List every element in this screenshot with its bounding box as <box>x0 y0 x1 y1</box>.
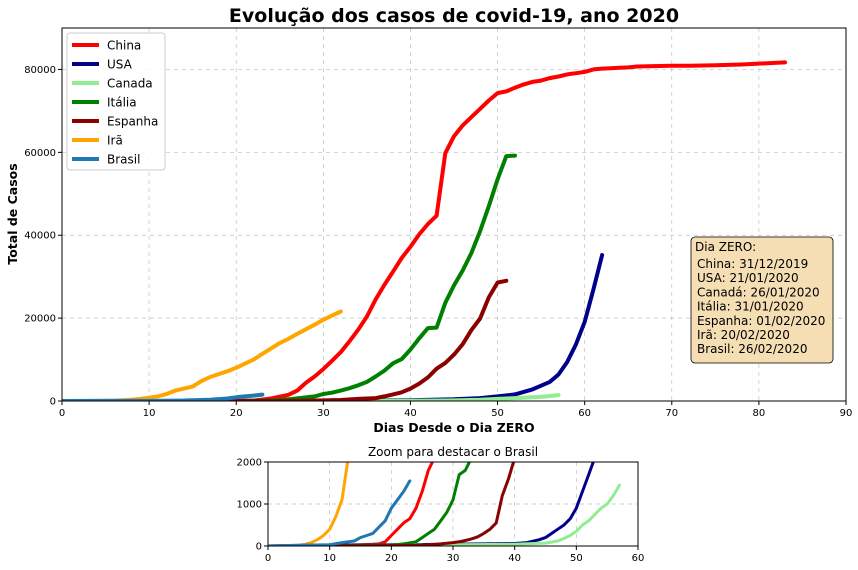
main-chart-x-ticks: 0 10 20 30 40 50 60 70 80 90 <box>59 401 853 419</box>
legend-box <box>66 32 166 171</box>
x-tick-label: 30 <box>317 408 330 419</box>
legend-label-italia: Itália <box>107 96 137 110</box>
series-line-espanha <box>268 462 516 546</box>
legend-label-brasil: Brasil <box>107 153 140 167</box>
x-tick-label: 60 <box>632 553 645 564</box>
x-tick-label: 30 <box>447 553 460 564</box>
annotation-line: Brasil: 26/02/2020 <box>697 342 807 356</box>
x-tick-label: 40 <box>404 408 417 419</box>
series-line-ira <box>268 462 350 546</box>
annotation-box <box>690 236 834 364</box>
legend-label-canada: Canada <box>107 77 153 91</box>
annotation-title: Dia ZERO: <box>695 240 756 254</box>
x-tick-label: 0 <box>265 553 271 564</box>
series-line-usa <box>62 253 605 401</box>
annotation-line: Espanha: 01/02/2020 <box>697 314 825 328</box>
legend-items: China USA Canada Itália Espanha Irã Brasil <box>72 39 158 167</box>
x-tick-label: 90 <box>840 408 853 419</box>
main-chart-series <box>62 60 787 401</box>
main-chart-legend: China USA Canada Itália Espanha Irã Brasil <box>66 32 166 171</box>
series-line-china <box>234 60 787 401</box>
main-chart-y-ticks: 0 20000 40000 60000 80000 <box>24 65 62 408</box>
legend-label-ira: Irã <box>107 134 123 148</box>
y-tick-label: 2000 <box>237 458 262 469</box>
legend-label-usa: USA <box>107 58 133 72</box>
series-line-italia <box>234 153 517 401</box>
main-chart-x-label: Dias Desde o Dia ZERO <box>373 420 534 435</box>
x-tick-label: 10 <box>323 553 336 564</box>
legend-label-china: China <box>107 39 141 53</box>
series-line-ira <box>62 309 343 401</box>
series-line-brasil <box>268 479 412 546</box>
x-tick-label: 10 <box>143 408 156 419</box>
x-tick-label: 60 <box>578 408 591 419</box>
x-tick-label: 80 <box>753 408 766 419</box>
x-tick-label: 50 <box>570 553 583 564</box>
x-tick-label: 50 <box>491 408 504 419</box>
zoom-chart-y-ticks: 0 1000 2000 <box>237 458 268 553</box>
y-tick-label: 60000 <box>24 148 56 159</box>
y-tick-label: 0 <box>256 542 262 553</box>
legend-label-espanha: Espanha <box>107 115 158 129</box>
x-tick-label: 0 <box>59 408 65 419</box>
annotation-line: Itália: 31/01/2020 <box>697 300 804 314</box>
y-tick-label: 0 <box>50 397 56 408</box>
y-tick-label: 20000 <box>24 314 56 325</box>
zoom-chart-title: Zoom para destacar o Brasil <box>368 445 538 459</box>
zoom-chart: Zoom para destacar o Brasil 0 10 20 30 40 50 6… <box>237 445 645 564</box>
y-tick-label: 40000 <box>24 231 56 242</box>
annotation-line: USA: 21/01/2020 <box>697 271 799 285</box>
main-chart-y-label: Total de Casos <box>5 163 20 264</box>
series-line-italia <box>268 462 472 546</box>
y-tick-label: 1000 <box>237 500 262 511</box>
annotation-line: Irã: 20/02/2020 <box>697 328 790 342</box>
x-tick-label: 70 <box>665 408 678 419</box>
series-line-china <box>268 462 435 546</box>
annotation-line: China: 31/12/2019 <box>697 257 808 271</box>
main-chart-frame <box>61 27 847 402</box>
x-tick-label: 20 <box>230 408 243 419</box>
x-tick-label: 20 <box>385 553 398 564</box>
zoom-chart-series <box>268 462 621 546</box>
x-tick-label: 40 <box>508 553 521 564</box>
series-line-canada <box>62 393 561 401</box>
main-chart: Evolução dos casos de covid-19, ano 2020… <box>5 5 852 435</box>
main-chart-title: Evolução dos casos de covid-19, ano 2020 <box>229 5 679 27</box>
y-tick-label: 80000 <box>24 65 56 76</box>
annotation-line: Canadá: 26/01/2020 <box>697 285 820 299</box>
zoom-chart-x-ticks: 0 10 20 30 40 50 60 <box>265 546 645 564</box>
